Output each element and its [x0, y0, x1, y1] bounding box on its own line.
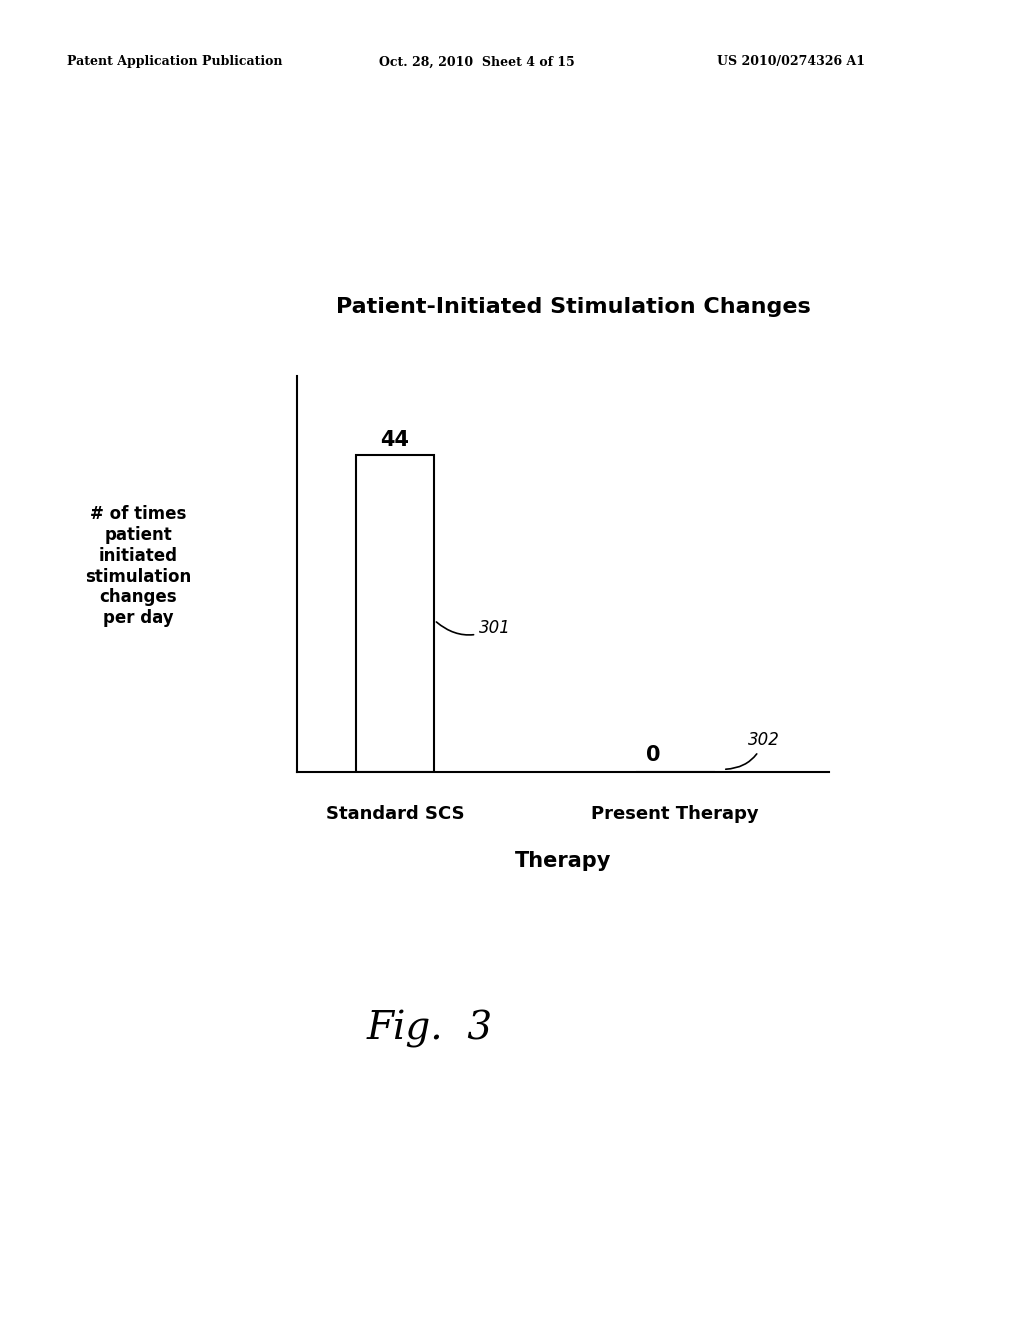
Text: 301: 301 — [436, 619, 511, 636]
Text: Present Therapy: Present Therapy — [592, 805, 759, 824]
Text: US 2010/0274326 A1: US 2010/0274326 A1 — [717, 55, 865, 69]
Text: # of times
patient
initiated
stimulation
changes
per day: # of times patient initiated stimulation… — [85, 506, 191, 627]
Text: 0: 0 — [645, 744, 660, 766]
Text: Oct. 28, 2010  Sheet 4 of 15: Oct. 28, 2010 Sheet 4 of 15 — [379, 55, 574, 69]
Text: 302: 302 — [726, 731, 780, 770]
Text: Standard SCS: Standard SCS — [326, 805, 464, 824]
Text: Patient-Initiated Stimulation Changes: Patient-Initiated Stimulation Changes — [337, 297, 811, 317]
Bar — [355, 455, 434, 772]
Text: Patent Application Publication: Patent Application Publication — [67, 55, 282, 69]
Text: Therapy: Therapy — [515, 851, 611, 871]
Text: 44: 44 — [381, 430, 410, 450]
Text: Fig.  3: Fig. 3 — [367, 1010, 494, 1048]
